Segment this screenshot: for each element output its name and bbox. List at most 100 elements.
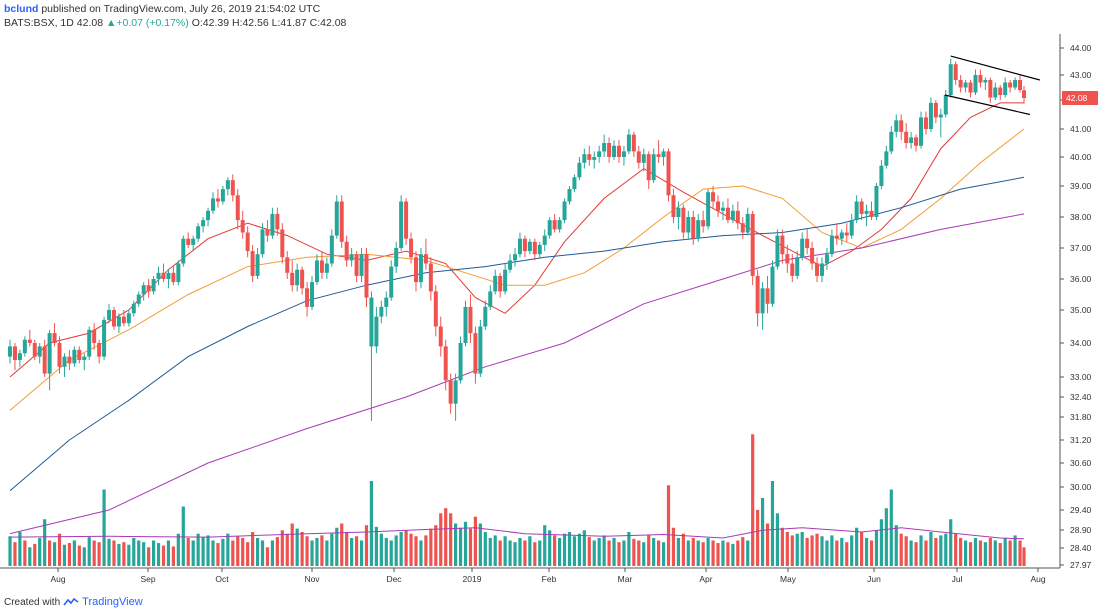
volume-bar (983, 542, 987, 566)
candle-body (646, 154, 651, 181)
candle-body (290, 272, 295, 286)
candle-body (275, 213, 280, 230)
candle-body (730, 210, 735, 221)
volume-bar (399, 532, 403, 566)
symbol-label: BATS:BSX, 1D (4, 17, 74, 29)
volume-bar (557, 537, 562, 566)
time-tick-label: Jul (952, 574, 963, 584)
volume-bar (716, 543, 720, 566)
candle-body (17, 353, 22, 360)
candle-body (612, 145, 617, 157)
volume-bar (1013, 535, 1017, 566)
volume-bar (280, 530, 284, 566)
volume-bar (894, 525, 898, 566)
tradingview-brand[interactable]: TradingView (82, 596, 143, 608)
volume-bar (513, 542, 517, 566)
volume-bar (122, 542, 126, 566)
candle-body (97, 343, 102, 357)
volume-bar (231, 540, 235, 566)
volume-bar (394, 535, 398, 566)
candle-body (626, 134, 631, 152)
candle-body (235, 195, 240, 221)
candle-body (750, 213, 755, 276)
volume-bar (765, 523, 770, 566)
candle-body (483, 306, 488, 327)
candle-body (755, 275, 760, 314)
candle-body (389, 266, 394, 298)
candle-body (1018, 80, 1023, 90)
trend-channel (944, 55, 1040, 116)
candle-body (562, 201, 567, 221)
volume-bar (657, 540, 661, 566)
volume-bar (830, 535, 834, 566)
price-tick-label: 34.00 (1070, 338, 1092, 348)
author-username[interactable]: bclund (4, 3, 39, 15)
candle-body (344, 241, 349, 261)
candle-body (716, 201, 721, 211)
volume-bar (359, 540, 364, 566)
volume-bar (424, 535, 428, 566)
volume-bar (196, 533, 200, 566)
volume-bar (562, 533, 567, 566)
volume-bar (840, 537, 844, 566)
candle-body (270, 213, 275, 236)
price-tick-label: 30.00 (1070, 482, 1092, 492)
candle-body (171, 272, 176, 283)
volume-bar (151, 540, 156, 566)
volume-bar (236, 536, 240, 566)
candle-body (587, 154, 592, 160)
candle-body (810, 248, 815, 264)
axes: 27.97 28.40 28.90 29.40 30.00 30.60 31.20 31.80… (0, 34, 1098, 584)
volume-bar (226, 533, 230, 566)
volume-bar (582, 530, 586, 566)
volume-bar (810, 535, 814, 566)
volume-bar (176, 533, 180, 566)
volume-bar (290, 523, 294, 566)
volume-ma-line (9, 527, 1025, 540)
volume-bar (315, 537, 319, 566)
candle-body (473, 333, 478, 374)
volume-bar (310, 540, 314, 566)
candle-body (438, 326, 443, 347)
volume-bar (988, 537, 992, 566)
chart-header: bclund published on TradingView.com, Jul… (0, 0, 1060, 32)
candle-body (567, 189, 572, 202)
price-tick-label: 32.40 (1070, 392, 1092, 402)
volume-bar (751, 434, 755, 566)
candle-body (57, 343, 62, 367)
candle-body (32, 343, 37, 357)
volume-bar (82, 547, 86, 566)
candle-body (740, 223, 745, 233)
price-tick-label: 29.40 (1070, 505, 1092, 515)
volume-bar (647, 535, 651, 566)
volume-bar (681, 533, 685, 566)
candle-body (47, 333, 52, 374)
candle-body (176, 263, 181, 283)
volume-bar (102, 489, 106, 566)
candle-body (280, 229, 285, 258)
candle-body (433, 291, 438, 327)
volume-bar (454, 523, 458, 566)
candle-body (834, 235, 839, 239)
candle-body (696, 220, 701, 239)
candle-body (800, 238, 805, 258)
time-tick-label: Dec (386, 574, 402, 584)
candle-body (656, 154, 661, 157)
volume-bar (572, 536, 577, 566)
volume-bar (350, 537, 354, 566)
price-tick-label: 28.90 (1070, 525, 1092, 535)
candle-body (319, 260, 324, 273)
last-price-tag-label: 42.08 (1066, 93, 1088, 103)
volume-bar (161, 545, 166, 566)
candle-body (260, 229, 265, 255)
candle-body (651, 154, 656, 181)
candle-body (765, 288, 770, 304)
volume-bar (171, 546, 175, 566)
volume-bar (137, 540, 141, 566)
volume-bar (538, 540, 542, 566)
candle-body (780, 235, 785, 255)
volume-bar (488, 537, 492, 566)
volume-bar (706, 537, 710, 566)
volume-bar (518, 537, 522, 566)
